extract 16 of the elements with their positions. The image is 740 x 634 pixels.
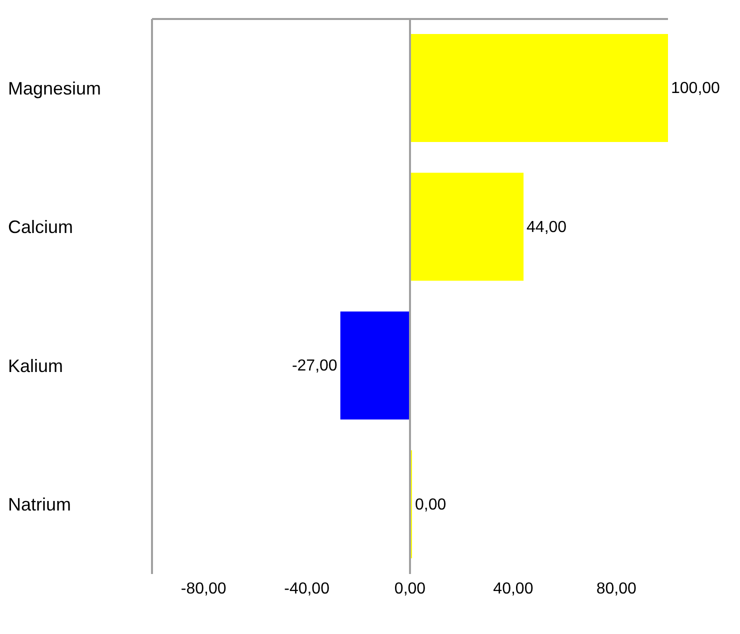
y-tick-label: Calcium	[8, 217, 74, 238]
y-tick-label: Kalium	[8, 356, 64, 376]
bar	[340, 312, 410, 420]
y-tick-label: Magnesium	[8, 78, 102, 98]
x-tick-label: -80,00	[180, 580, 226, 598]
data-label: 100,00	[671, 80, 720, 97]
x-tick-label: -40,00	[284, 580, 330, 598]
x-tick-label: 80,00	[596, 580, 637, 598]
bar	[410, 34, 668, 142]
x-tick-label: 0,00	[394, 580, 426, 598]
data-label: 44,00	[526, 218, 567, 236]
y-tick-label: Natrium	[8, 494, 72, 515]
x-tick-label: 40,00	[493, 580, 534, 598]
data-label: -27,00	[292, 358, 338, 374]
bar	[410, 172, 524, 281]
data-label: 0,00	[415, 496, 446, 514]
